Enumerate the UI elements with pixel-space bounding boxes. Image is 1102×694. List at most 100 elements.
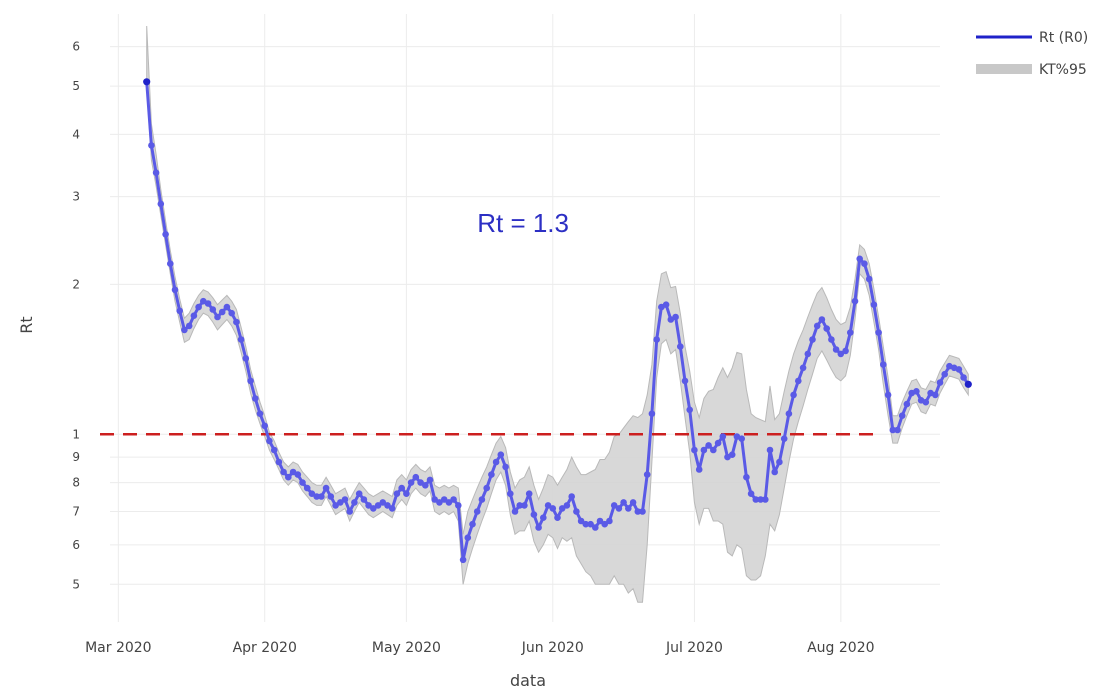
rt-point[interactable] (899, 412, 906, 419)
rt-point[interactable] (427, 477, 434, 484)
rt-point[interactable] (346, 508, 353, 515)
rt-point[interactable] (422, 482, 429, 489)
rt-point[interactable] (493, 459, 500, 466)
rt-point[interactable] (191, 312, 198, 319)
rt-point[interactable] (904, 401, 911, 408)
rt-point[interactable] (786, 410, 793, 417)
rt-point[interactable] (285, 474, 292, 481)
rt-point[interactable] (564, 502, 571, 509)
rt-point[interactable] (748, 490, 755, 497)
rt-point[interactable] (630, 499, 637, 506)
rt-point[interactable] (186, 323, 193, 330)
rt-point[interactable] (205, 300, 212, 307)
rt-point[interactable] (531, 511, 538, 518)
rt-point[interactable] (351, 499, 358, 506)
rt-point[interactable] (743, 474, 750, 481)
rt-point[interactable] (767, 447, 774, 454)
rt-point[interactable] (507, 490, 514, 497)
rt-point[interactable] (823, 325, 830, 332)
rt-point[interactable] (176, 308, 183, 315)
rt-point[interactable] (913, 388, 920, 395)
rt-point[interactable] (195, 304, 202, 311)
rt-point[interactable] (167, 260, 174, 267)
rt-point[interactable] (663, 301, 670, 308)
rt-point[interactable] (956, 366, 963, 373)
rt-point[interactable] (261, 423, 268, 430)
rt-point[interactable] (592, 524, 599, 531)
rt-point[interactable] (512, 508, 519, 515)
rt-point[interactable] (214, 314, 221, 321)
rt-point[interactable] (923, 399, 930, 406)
rt-point[interactable] (715, 440, 722, 447)
rt-point[interactable] (143, 78, 150, 85)
rt-point[interactable] (705, 442, 712, 449)
rt-point[interactable] (691, 447, 698, 454)
rt-point[interactable] (526, 490, 533, 497)
rt-point[interactable] (257, 410, 264, 417)
rt-point[interactable] (800, 365, 807, 372)
rt-point[interactable] (554, 514, 561, 521)
rt-point[interactable] (616, 505, 623, 512)
rt-point[interactable] (771, 469, 778, 476)
rt-point[interactable] (828, 336, 835, 343)
rt-point[interactable] (644, 471, 651, 478)
rt-point[interactable] (479, 496, 486, 503)
rt-point[interactable] (606, 518, 613, 525)
rt-point[interactable] (866, 276, 873, 283)
rt-point[interactable] (271, 447, 278, 454)
rt-point[interactable] (871, 301, 878, 308)
rt-point[interactable] (394, 490, 401, 497)
rt-point[interactable] (219, 309, 226, 316)
rt-point[interactable] (356, 490, 363, 497)
rt-point[interactable] (535, 524, 542, 531)
rt-point[interactable] (710, 447, 717, 454)
rt-point[interactable] (361, 496, 368, 503)
rt-point[interactable] (398, 485, 405, 492)
rt-point[interactable] (941, 371, 948, 378)
rt-point[interactable] (323, 485, 330, 492)
rt-point[interactable] (252, 395, 259, 402)
rt-point[interactable] (460, 557, 467, 564)
rt-point[interactable] (625, 505, 632, 512)
rt-point[interactable] (852, 298, 859, 305)
rt-point[interactable] (465, 534, 472, 541)
rt-point[interactable] (809, 336, 816, 343)
rt-point[interactable] (550, 505, 557, 512)
rt-point[interactable] (276, 459, 283, 466)
rt-point[interactable] (295, 471, 302, 478)
rt-point[interactable] (847, 329, 854, 336)
rt-point[interactable] (672, 314, 679, 321)
rt-point[interactable] (875, 329, 882, 336)
rt-point[interactable] (620, 499, 627, 506)
rt-point[interactable] (304, 485, 311, 492)
rt-point[interactable] (342, 496, 349, 503)
rt-point[interactable] (686, 407, 693, 414)
rt-point[interactable] (455, 502, 462, 509)
rt-point[interactable] (488, 471, 495, 478)
rt-point[interactable] (937, 379, 944, 386)
rt-point[interactable] (653, 336, 660, 343)
rt-point[interactable] (965, 381, 972, 388)
rt-point[interactable] (861, 260, 868, 267)
rt-point[interactable] (682, 378, 689, 385)
rt-point[interactable] (247, 378, 254, 385)
rt-point[interactable] (210, 306, 217, 313)
rt-point[interactable] (498, 451, 505, 458)
rt-point[interactable] (328, 493, 335, 500)
rt-point[interactable] (639, 508, 646, 515)
rt-point[interactable] (153, 169, 160, 176)
rt-point[interactable] (483, 485, 490, 492)
rt-point[interactable] (318, 493, 325, 500)
legend-item-ci[interactable]: KT%95 (976, 62, 1087, 78)
rt-point[interactable] (720, 433, 727, 440)
rt-point[interactable] (856, 255, 863, 262)
rt-point[interactable] (280, 469, 287, 476)
rt-point[interactable] (502, 464, 509, 471)
rt-point[interactable] (403, 490, 410, 497)
rt-point[interactable] (228, 310, 235, 317)
rt-point[interactable] (233, 319, 240, 326)
rt-point[interactable] (795, 378, 802, 385)
rt-point[interactable] (299, 479, 306, 486)
rt-point[interactable] (885, 392, 892, 399)
rt-point[interactable] (960, 374, 967, 381)
